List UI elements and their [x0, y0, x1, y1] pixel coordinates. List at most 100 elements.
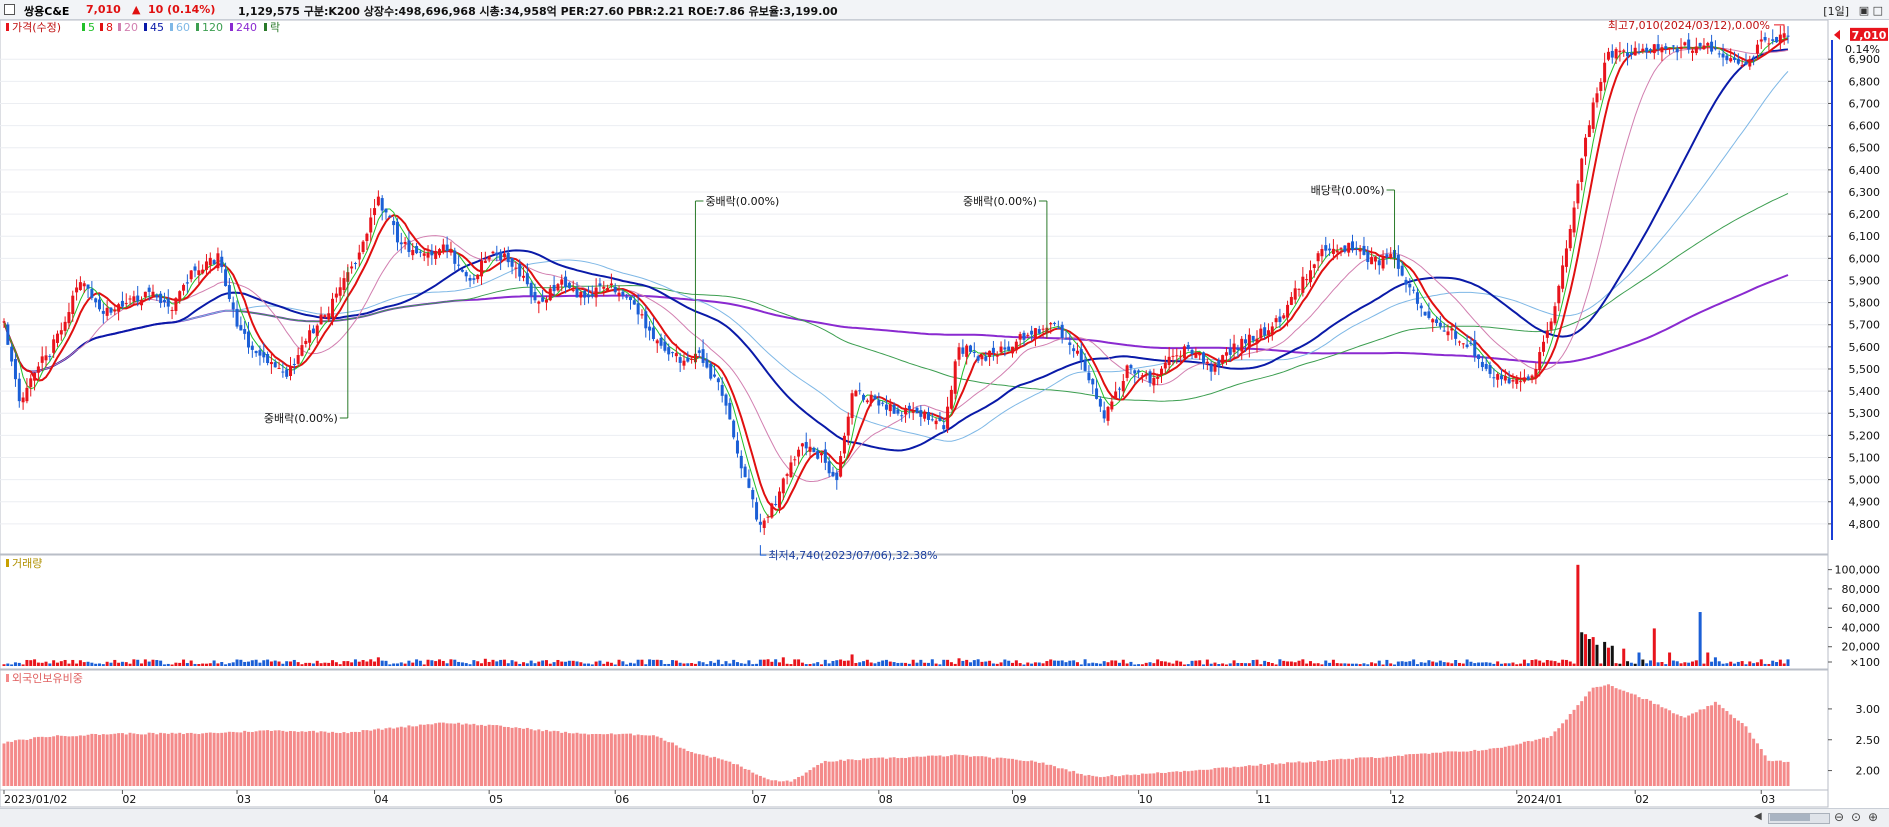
foreign-ratio-bar [789, 781, 793, 786]
volume-bar [1427, 660, 1431, 666]
candle-body [208, 257, 212, 266]
volume-bar [846, 660, 850, 666]
foreign-ratio-bar [1270, 763, 1274, 786]
foreign-ratio-bar [231, 731, 235, 786]
legend-item-label: 5 [88, 21, 95, 34]
volume-bar [579, 662, 583, 666]
foreign-ratio-bar [1148, 773, 1152, 786]
zoom-fit-icon[interactable]: ⊙ [1851, 810, 1862, 824]
volume-bar [373, 661, 377, 666]
volume-bar [1603, 641, 1607, 666]
x-tick-label: 11 [1257, 793, 1271, 806]
volume-bar [159, 660, 163, 666]
foreign-ratio-bar [1205, 769, 1209, 786]
candle-body [1217, 360, 1221, 367]
foreign-ratio-bar [1549, 736, 1553, 786]
foreign-ratio-bar [1553, 731, 1557, 786]
candle-body [403, 241, 407, 244]
volume-bar [311, 663, 315, 666]
foreign-ratio-bar [113, 733, 117, 786]
candle-body [201, 269, 205, 274]
volume-bar [1266, 662, 1270, 666]
foreign-ratio-bar [1224, 767, 1228, 786]
volume-bar [1771, 660, 1775, 666]
foreign-ratio-bar [128, 732, 132, 786]
volume-bar [86, 661, 90, 666]
volume-bar [189, 660, 193, 666]
candle-body [854, 390, 858, 397]
candle-body [1469, 342, 1473, 345]
volume-bar [770, 661, 774, 666]
volume-bar [1729, 661, 1733, 666]
foreign-ratio-bar [82, 735, 86, 786]
candle-body [946, 406, 950, 429]
candle-body [1087, 372, 1091, 381]
volume-bar [399, 662, 403, 666]
legend-swatch [230, 23, 233, 31]
volume-bar [101, 664, 105, 666]
foreign-ratio-bar [422, 724, 426, 786]
foreign-ratio-bar [1591, 687, 1595, 786]
volume-bar [1030, 663, 1034, 666]
volume-bar [518, 663, 522, 666]
candle-body [930, 419, 934, 421]
volume-bar [1083, 659, 1087, 666]
foreign-ratio-bar [552, 730, 556, 786]
candle-body [1339, 247, 1343, 249]
volume-bar [231, 662, 235, 666]
foreign-ratio-bar [1648, 700, 1652, 786]
volume-bar [468, 664, 472, 666]
volume-bar [277, 661, 281, 666]
volume-bar [1331, 659, 1335, 666]
x-tick-label: 12 [1391, 793, 1405, 806]
volume-bar [1423, 662, 1427, 666]
volume-bar [415, 659, 419, 666]
price-tick-label: 6,900 [1849, 53, 1881, 66]
candle-body [907, 405, 911, 410]
volume-bar [495, 661, 499, 666]
volume-bar [403, 663, 407, 666]
scrollbar-thumb[interactable] [1770, 814, 1810, 821]
legend-price-label: 가격(수정) [12, 21, 61, 34]
period-selector[interactable]: [1일] [1823, 5, 1849, 18]
legend-item-label: 8 [106, 21, 113, 34]
candle-body [1450, 328, 1454, 331]
foreign-ratio-bar [468, 724, 472, 786]
window-buttons[interactable]: ▣ □ [1858, 4, 1883, 17]
candle-body [1270, 326, 1274, 335]
scroll-left-icon[interactable]: ◀ [1754, 811, 1762, 822]
foreign-ratio-bars [2, 684, 1790, 786]
foreign-ratio-bar [1221, 767, 1225, 786]
volume-bar [1725, 663, 1729, 666]
foreign-ratio-bar [663, 740, 667, 786]
zoom-in-icon[interactable]: ⊕ [1868, 810, 1879, 824]
volume-bar [1003, 659, 1007, 666]
candle-body [1759, 39, 1763, 42]
foreign-ratio-bar [445, 723, 449, 786]
window-icon[interactable] [4, 4, 15, 15]
foreign-ratio-bar [1033, 761, 1037, 786]
foreign-ratio-bar [1171, 771, 1175, 786]
volume-bar [1595, 644, 1599, 666]
foreign-ratio-bar [560, 732, 564, 786]
volume-bar [1538, 660, 1542, 666]
foreign-ratio-bar [453, 723, 457, 786]
volume-bar [350, 662, 354, 666]
zoom-out-icon[interactable]: ⊖ [1834, 810, 1845, 824]
foreign-ratio-bar [411, 726, 415, 786]
foreign-ratio-bar [182, 734, 186, 786]
candle-body [1148, 371, 1152, 383]
volume-bar [1480, 662, 1484, 666]
volume-bar [40, 662, 44, 666]
foreign-ratio-bar [1442, 751, 1446, 786]
foreign-ratio-bar [735, 764, 739, 786]
candle-body [197, 270, 201, 275]
candle-body [1519, 381, 1523, 383]
stock-chart[interactable]: 중배락(0.00%)중배락(0.00%) 중배락(0.00%)배당락(0.00%)… [0, 20, 1889, 808]
foreign-ratio-bar [155, 734, 159, 786]
candle-body [1194, 353, 1198, 358]
foreign-ratio-bar [820, 763, 824, 786]
foreign-ratio-bar [1412, 754, 1416, 786]
candle-body [277, 367, 281, 369]
candle-body [365, 233, 369, 241]
